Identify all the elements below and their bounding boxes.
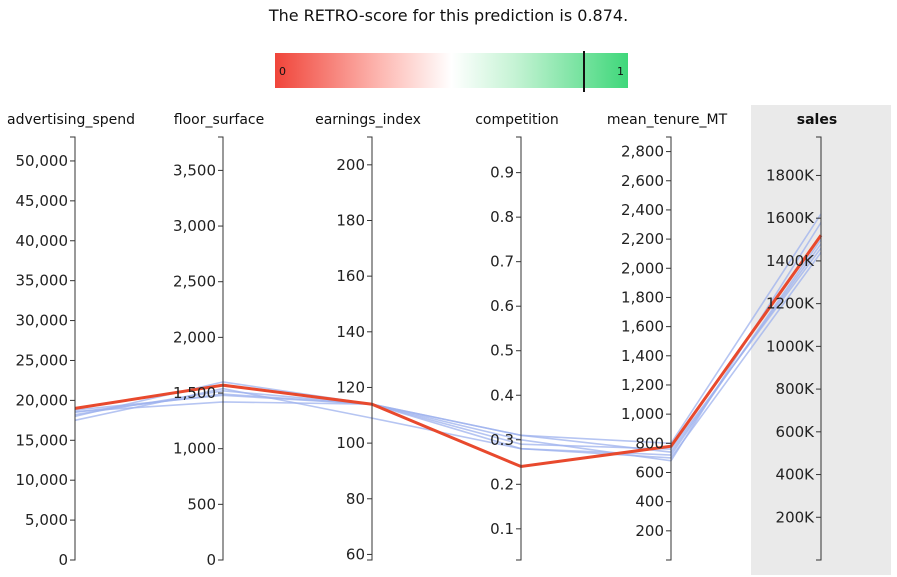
- colorbar-max-label: 1: [617, 65, 624, 78]
- tick-label: 0.6: [490, 297, 514, 315]
- tick-label: 1400K: [766, 252, 815, 270]
- axis-title: competition: [475, 112, 559, 128]
- tick-label: 1,400: [621, 347, 664, 365]
- tick-label: 40,000: [16, 232, 69, 250]
- axis-floor-surface: floor_surface 0 500 1,000 1,500 2,000 2,500 3,0…: [173, 112, 264, 569]
- tick-label: 50,000: [16, 152, 69, 170]
- axis-title: advertising_spend: [7, 112, 135, 128]
- tick-label: 600K: [776, 423, 816, 441]
- tick-label: 45,000: [16, 192, 69, 210]
- tick-label: 1800K: [766, 166, 815, 184]
- tick-label: 140: [336, 323, 365, 341]
- tick-label: 5,000: [25, 511, 68, 529]
- tick-label: 180: [336, 211, 365, 229]
- tick-label: 2,600: [621, 172, 664, 190]
- tick-label: 0.2: [490, 475, 514, 493]
- tick-label: 120: [336, 378, 365, 396]
- tick-label: 200K: [776, 508, 816, 526]
- tick-label: 35,000: [16, 272, 69, 290]
- axis-line: [666, 136, 672, 561]
- neighbor-line-2: [74, 239, 822, 456]
- tick-label: 0.4: [490, 386, 514, 404]
- axis-line: [816, 136, 822, 561]
- tick-label: 20,000: [16, 391, 69, 409]
- chart-title: The RETRO-score for this prediction is 0…: [268, 6, 629, 25]
- axis-title: mean_tenure_MT: [607, 112, 728, 128]
- tick-label: 1200K: [766, 295, 815, 313]
- axis-line: [218, 136, 224, 561]
- neighbor-line-6: [74, 213, 822, 445]
- tick-label: 0.7: [490, 253, 514, 271]
- tick-label: 500: [187, 495, 216, 513]
- axes: advertising_spend 0 5,000 10,000 15,000 20,00…: [7, 112, 837, 569]
- score-marker: [582, 51, 585, 92]
- tick-label: 2,000: [621, 259, 664, 277]
- tick-label: 80: [346, 490, 365, 508]
- tick-label: 160: [336, 267, 365, 285]
- tick-label: 800K: [776, 380, 816, 398]
- tick-label: 15,000: [16, 431, 69, 449]
- tick-label: 1,500: [173, 384, 216, 402]
- tick-label: 600: [635, 463, 664, 481]
- tick-label: 0.3: [490, 431, 514, 449]
- axis-mean-tenure-MT: mean_tenure_MT 200 400 600 800 1,000 1,200 1,40…: [607, 112, 728, 561]
- tick-label: 30,000: [16, 312, 69, 330]
- tick-label: 0.1: [490, 520, 514, 538]
- axis-earnings-index: earnings_index 60 80 100 120 140 160 180 200: [315, 112, 421, 563]
- tick-label: 0.5: [490, 342, 514, 360]
- tick-label: 0.8: [490, 208, 514, 226]
- tick-label: 2,200: [621, 230, 664, 248]
- tick-label: 10,000: [16, 471, 69, 489]
- axis-title: earnings_index: [315, 112, 421, 128]
- axis-line: [516, 136, 522, 561]
- score-colorbar: 0 1: [275, 51, 628, 92]
- tick-label: 400K: [776, 466, 816, 484]
- tick-label: 2,400: [621, 201, 664, 219]
- colorbar-min-label: 0: [279, 65, 286, 78]
- axis-line: [367, 136, 373, 561]
- polylines: [74, 213, 823, 469]
- tick-label: 1,000: [173, 440, 216, 458]
- parallel-coordinates-chart: advertising_spend 0 5,000 10,000 15,000 20,00…: [7, 105, 891, 575]
- tick-label: 400: [635, 493, 664, 511]
- tick-label: 3,000: [173, 217, 216, 235]
- axis-title: sales: [797, 112, 837, 128]
- tick-label: 1,600: [621, 318, 664, 336]
- tick-label: 3,500: [173, 161, 216, 179]
- axis-competition: competition 0.1 0.2 0.3 0.4 0.5 0.6 0.7 0.8 0.9: [475, 112, 559, 561]
- tick-label: 200: [635, 522, 664, 540]
- tick-label: 1000K: [766, 337, 815, 355]
- tick-label: 1,200: [621, 376, 664, 394]
- tick-label: 100: [336, 434, 365, 452]
- tick-label: 0.9: [490, 164, 514, 182]
- axis-sales: sales 200K 400K 600K 800K 1000K 1200K 1400K 1600…: [766, 112, 837, 561]
- tick-label: 1,000: [621, 405, 664, 423]
- neighbor-line-4: [74, 222, 822, 462]
- tick-label: 0: [58, 551, 68, 569]
- tick-label: 0: [206, 551, 216, 569]
- tick-label: 2,800: [621, 143, 664, 161]
- tick-label: 2,000: [173, 328, 216, 346]
- tick-label: 1600K: [766, 209, 815, 227]
- tick-label: 1,800: [621, 288, 664, 306]
- highlight-line: [74, 234, 823, 469]
- tick-label: 200: [336, 156, 365, 174]
- tick-label: 60: [346, 545, 365, 563]
- tick-label: 2,500: [173, 273, 216, 291]
- tick-label: 25,000: [16, 351, 69, 369]
- axis-title: floor_surface: [174, 112, 264, 128]
- tick-label: 800: [635, 434, 664, 452]
- axis-advertising-spend: advertising_spend 0 5,000 10,000 15,000 20,00…: [7, 112, 135, 569]
